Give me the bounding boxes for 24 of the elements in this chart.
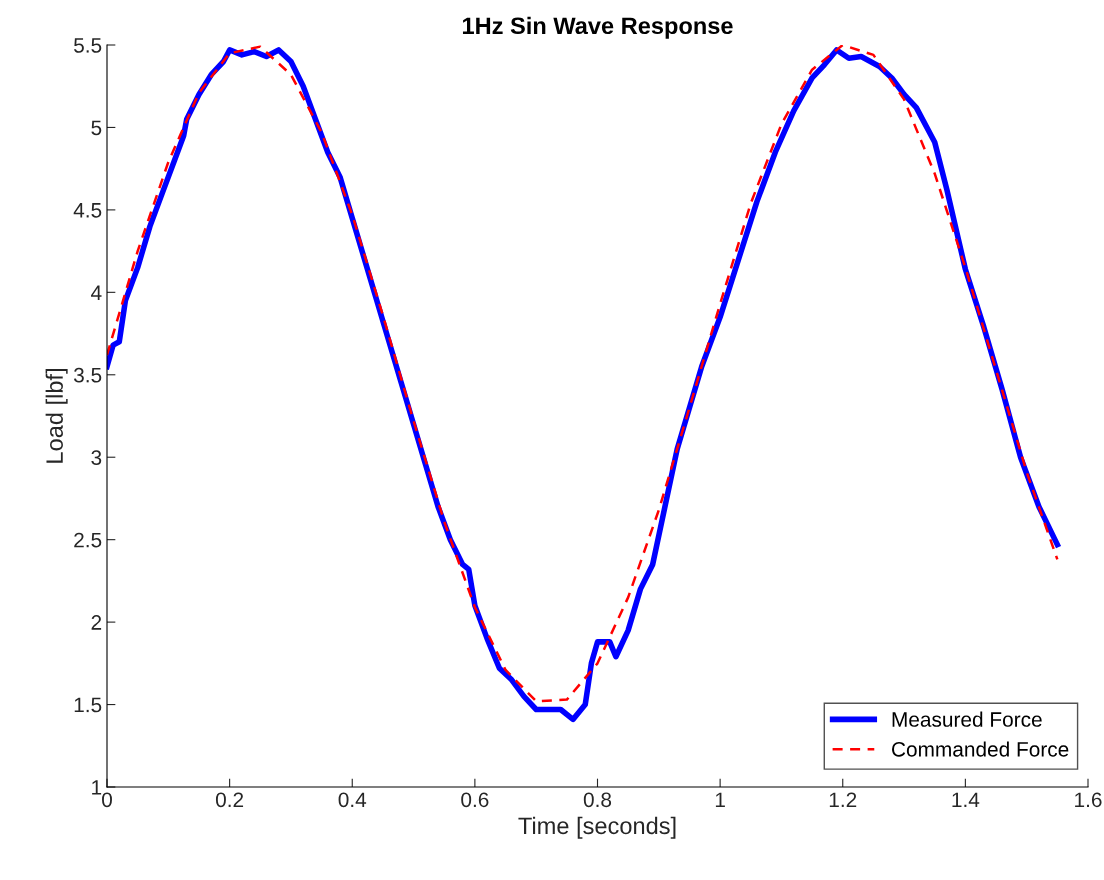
y-tick-label: 1 [92,780,102,795]
y-tick-label: 5 [91,120,102,136]
chart-title: 1Hz Sin Wave Response [462,16,733,39]
y-axis-title: Load [lbf] [45,369,68,463]
x-tick-label: 0.8 [583,792,612,808]
y-tick-label: 3.5 [73,367,102,383]
x-tick-label: 0 [102,792,112,808]
y-tick-label: 1.5 [74,697,102,713]
y-tick-label: 4.5 [73,203,102,218]
y-tick-label: 2 [91,615,102,630]
x-tick-label: 1.6 [1075,792,1102,808]
x-tick-label: 1.4 [952,792,980,807]
legend-label: Commanded Force [892,741,1069,757]
x-axis-title: Time [seconds] [518,816,676,839]
x-tick-label: 0.2 [215,792,244,808]
x-tick-label: 1 [715,792,725,807]
x-tick-label: 1.2 [829,792,857,807]
legend-label: Measured Force [892,711,1042,727]
y-tick-label: 4 [91,285,102,300]
y-tick-label: 5.5 [74,38,102,53]
x-tick-label: 0.6 [461,792,489,808]
y-tick-label: 2.5 [74,532,102,548]
y-tick-label: 3 [91,450,102,465]
x-tick-label: 0.4 [338,792,367,808]
